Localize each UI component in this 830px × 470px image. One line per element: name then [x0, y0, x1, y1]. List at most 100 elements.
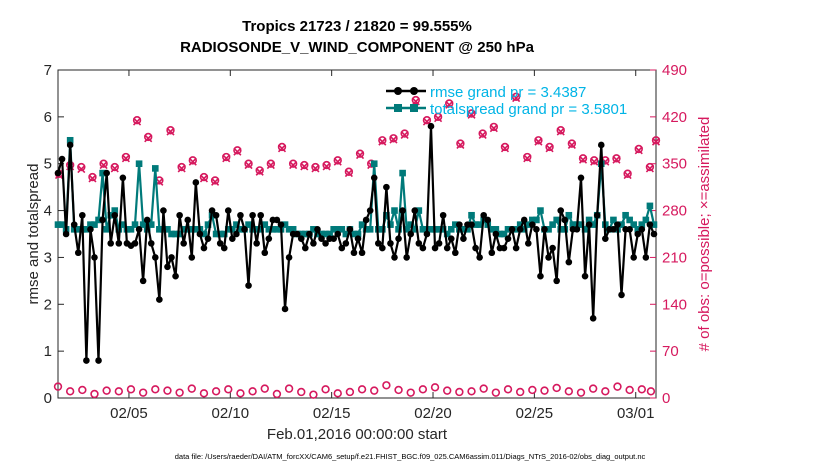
chart-title-line2: RADIOSONDE_V_WIND_COMPONENT @ 250 hPa — [180, 39, 535, 56]
totalspread-point — [492, 226, 500, 233]
obs-possible-point — [188, 156, 198, 165]
totalspread-point — [476, 221, 483, 228]
rmse-point — [103, 169, 110, 177]
totalspread-point — [99, 169, 106, 177]
obs-possible-point — [378, 136, 387, 145]
rmse-point — [383, 183, 390, 191]
totalspread-point — [229, 226, 236, 233]
obs-possible-point — [222, 152, 231, 162]
obs-possible-point — [144, 132, 153, 142]
rmse-point — [362, 216, 370, 224]
obs-assimilated-point — [556, 127, 565, 136]
obs-possible-point — [272, 389, 282, 399]
rmse-point — [626, 226, 633, 233]
obs-possible-point — [357, 385, 367, 394]
rmse-point — [553, 277, 560, 285]
totalspread-point — [224, 226, 232, 233]
rmse-point — [488, 249, 496, 257]
totalspread-point — [403, 226, 410, 233]
obs-assimilated-point — [277, 144, 287, 153]
rmse-point — [212, 211, 220, 219]
obs-assimilated-point — [222, 154, 231, 163]
legend-spread-label: totalspread grand pr = 3.5801 — [430, 101, 627, 118]
legend-rmse-marker-2 — [410, 87, 418, 95]
totalspread-point — [516, 221, 524, 228]
obs-possible-point — [489, 122, 499, 132]
totalspread-point — [646, 202, 654, 210]
obs-possible-point — [567, 139, 577, 148]
totalspread-point — [638, 221, 646, 228]
rmse-point — [443, 244, 451, 252]
obs-possible-point — [284, 384, 294, 393]
rmse-point — [346, 226, 354, 233]
obs-assimilated-point — [400, 130, 409, 139]
obs-possible-point — [132, 116, 142, 125]
obs-possible-point — [651, 136, 661, 145]
obs-assimilated-point — [289, 160, 298, 170]
totalspread-point — [220, 230, 228, 238]
obs-possible-point — [255, 166, 264, 175]
rmse-point — [565, 258, 573, 266]
rmse-series — [54, 122, 658, 364]
obs-possible-point — [445, 99, 454, 108]
obs-possible-point — [646, 387, 656, 396]
rmse-point — [172, 272, 179, 280]
totalspread-point — [589, 221, 597, 228]
obs-assimilated-point — [489, 124, 498, 133]
totalspread-point — [310, 226, 317, 233]
rmse-point — [366, 207, 374, 214]
totalspread-point — [135, 160, 143, 168]
rmse-point — [318, 235, 325, 242]
obs-possible-point — [102, 386, 111, 395]
rmse-point — [273, 216, 281, 224]
rmse-point — [334, 230, 342, 238]
rmse-point — [370, 174, 378, 182]
y-tick-label-right: 210 — [662, 249, 687, 266]
obs-possible-point — [578, 154, 588, 163]
obs-possible-point — [625, 385, 634, 395]
x-tick-label: 02/05 — [110, 405, 148, 422]
rmse-point — [70, 221, 78, 228]
rmse-point — [634, 230, 642, 238]
y-tick-label-left: 7 — [44, 62, 52, 79]
data-file-footnote: data file: /Users/raeder/DAI/ATM_forcXX/… — [175, 452, 646, 461]
obs-assimilated-point — [266, 160, 275, 170]
totalspread-point — [626, 216, 633, 224]
obs-assimilated-point — [378, 137, 387, 146]
totalspread-point — [488, 226, 496, 233]
obs-possible-point — [433, 112, 443, 122]
obs-possible-point — [623, 169, 632, 178]
obs-possible-point — [297, 387, 306, 397]
rmse-point — [650, 230, 658, 238]
legend-spread-marker-2 — [410, 104, 418, 112]
totalspread-point — [395, 226, 402, 233]
obs-possible-point — [406, 388, 415, 397]
rmse-point — [549, 244, 556, 252]
totalspread-point — [334, 226, 342, 233]
obs-assimilated-point — [623, 171, 632, 180]
obs-possible-point — [552, 383, 561, 393]
totalspread-point — [452, 221, 459, 228]
obs-assimilated-point — [300, 162, 309, 171]
obs-assimilated-point — [333, 157, 342, 166]
obs-possible-point — [467, 387, 476, 396]
totalspread-point — [139, 221, 147, 228]
totalspread-point — [200, 230, 208, 238]
obs-possible-point — [443, 386, 452, 395]
rmse-point — [589, 315, 597, 322]
rmse-point — [91, 254, 98, 261]
rmse-point — [431, 244, 439, 252]
obs-assimilated-point — [88, 174, 97, 183]
obs-possible-point — [637, 385, 647, 394]
rmse-point — [310, 240, 317, 247]
obs-assimilated-point — [500, 144, 510, 153]
rmse-point — [500, 244, 508, 252]
rmse-point — [54, 169, 62, 177]
rmse-point — [302, 244, 309, 252]
obs-possible-point — [528, 385, 537, 395]
y-axis-label-left: rmse and totalspread — [25, 164, 42, 305]
totalspread-point — [212, 230, 220, 238]
obs-possible-point — [166, 126, 175, 135]
rmse-point — [281, 305, 289, 313]
obs-possible-point — [126, 385, 136, 394]
